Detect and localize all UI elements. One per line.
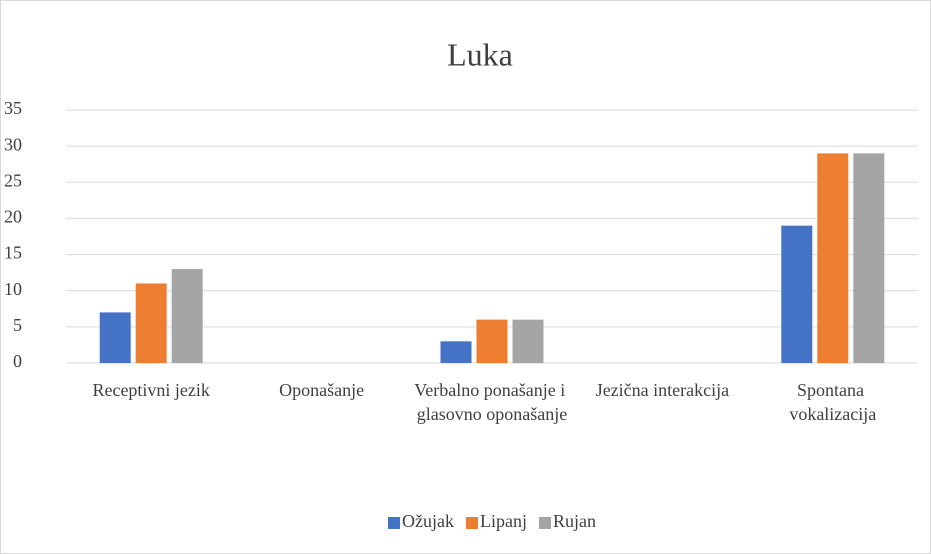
bar: [512, 319, 544, 363]
y-tick-label: 0: [13, 351, 22, 371]
bar: [476, 319, 508, 363]
y-tick-label: 25: [4, 170, 22, 190]
legend-label: Rujan: [553, 511, 596, 531]
y-tick-label: 20: [4, 207, 22, 227]
legend-swatch: [388, 517, 401, 529]
bar: [135, 283, 167, 363]
legend-label: Lipanj: [480, 511, 527, 531]
bar: [853, 153, 885, 363]
legend-swatch: [538, 517, 551, 529]
bar: [171, 269, 203, 363]
y-tick-label: 5: [13, 315, 22, 335]
legend-swatch: [465, 517, 478, 529]
y-tick-label: 15: [4, 243, 22, 263]
legend-label: Ožujak: [402, 511, 454, 531]
chart-title: Luka: [447, 36, 513, 72]
bar: [817, 153, 849, 363]
y-tick-label: 30: [4, 134, 22, 154]
x-tick-label: Verbalno ponašanje i glasovno oponašanje: [414, 380, 569, 424]
y-tick-label: 10: [4, 279, 22, 299]
x-tick-label: Jezična interakcija: [596, 380, 729, 400]
bar: [781, 225, 813, 363]
x-tick-label: Spontana vokalizacija: [789, 380, 876, 424]
bar: [99, 312, 131, 363]
x-tick-label: Receptivni jezik: [92, 380, 209, 400]
bar: [440, 341, 472, 363]
x-tick-label: Oponašanje: [279, 380, 364, 400]
y-tick-label: 35: [4, 98, 22, 118]
